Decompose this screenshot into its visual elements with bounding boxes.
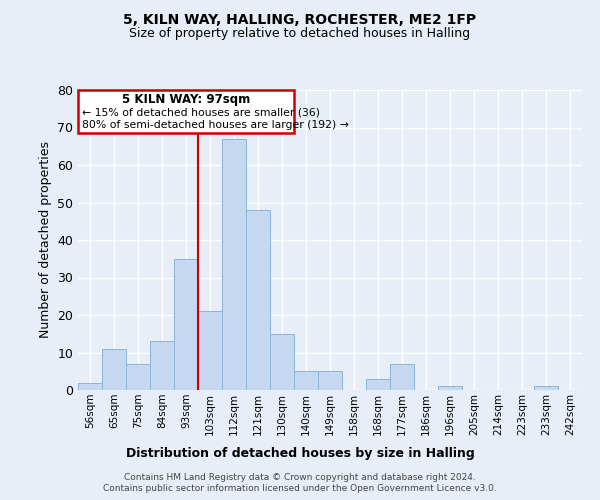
- Text: 5, KILN WAY, HALLING, ROCHESTER, ME2 1FP: 5, KILN WAY, HALLING, ROCHESTER, ME2 1FP: [124, 12, 476, 26]
- Bar: [294, 371, 318, 390]
- Bar: [318, 371, 342, 390]
- Text: ← 15% of detached houses are smaller (36): ← 15% of detached houses are smaller (36…: [82, 108, 320, 118]
- Bar: [126, 364, 150, 390]
- Bar: [534, 386, 558, 390]
- Text: 5 KILN WAY: 97sqm: 5 KILN WAY: 97sqm: [122, 93, 250, 106]
- Bar: [102, 349, 126, 390]
- Bar: [78, 90, 294, 133]
- Bar: [270, 334, 294, 390]
- Bar: [222, 138, 246, 390]
- Bar: [390, 364, 414, 390]
- Text: Contains HM Land Registry data © Crown copyright and database right 2024.: Contains HM Land Registry data © Crown c…: [124, 472, 476, 482]
- Bar: [174, 259, 198, 390]
- Bar: [150, 341, 174, 390]
- Bar: [438, 386, 462, 390]
- Text: Contains public sector information licensed under the Open Government Licence v3: Contains public sector information licen…: [103, 484, 497, 493]
- Bar: [78, 382, 102, 390]
- Text: Distribution of detached houses by size in Halling: Distribution of detached houses by size …: [125, 448, 475, 460]
- Text: Size of property relative to detached houses in Halling: Size of property relative to detached ho…: [130, 28, 470, 40]
- Y-axis label: Number of detached properties: Number of detached properties: [38, 142, 52, 338]
- Bar: [198, 311, 222, 390]
- Bar: [246, 210, 270, 390]
- Bar: [366, 379, 390, 390]
- Text: 80% of semi-detached houses are larger (192) →: 80% of semi-detached houses are larger (…: [82, 120, 349, 130]
